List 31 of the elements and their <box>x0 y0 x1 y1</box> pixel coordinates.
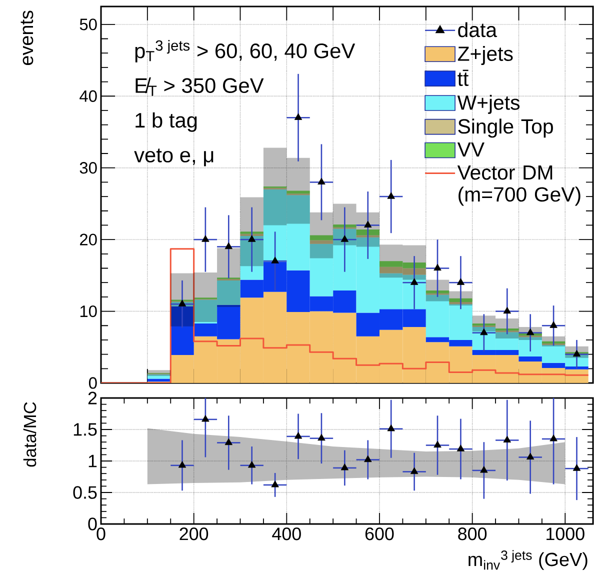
legend-label: W+jets <box>457 94 520 114</box>
x-tick-label: 0 <box>96 528 106 540</box>
annotation: veto e, μ <box>134 148 214 166</box>
legend-label: tt̄ <box>458 70 469 86</box>
x-tick-label: 600 <box>365 528 394 540</box>
y-tick-label: 30 <box>80 162 97 174</box>
y-tick-label: 20 <box>80 234 97 246</box>
annotation: 1 b tag <box>136 112 197 132</box>
y-tick-label: 10 <box>80 305 97 318</box>
y-tick-label: 40 <box>80 90 97 102</box>
x-tick-label: 200 <box>180 528 208 540</box>
y-tick-label: 2 <box>88 392 97 404</box>
legend-label: Z+jets <box>458 46 513 66</box>
legend-label: Single Top <box>458 118 553 138</box>
y-tick-label: 0.5 <box>73 486 97 499</box>
y-axis-title: data/MC <box>23 402 36 467</box>
legend-label: VV <box>457 142 484 156</box>
x-tick-label: 1000 <box>546 528 584 540</box>
x-tick-label: 400 <box>272 528 301 540</box>
x-tick-label: 800 <box>458 528 487 540</box>
x-axis-title: m$_{inv}$$^{3 jets}$ (GeV) <box>468 550 588 570</box>
y-tick-label: 0 <box>88 377 97 389</box>
y-tick-label: 0 <box>88 518 97 530</box>
annotation: p$_{T}$$^{3 jets}$ > 60, 60, 40 GeV <box>135 40 356 62</box>
legend-label: data <box>458 22 498 38</box>
y-tick-label: 1.5 <box>74 423 97 436</box>
y-tick-label: 1 <box>88 454 97 468</box>
legend-label: Vector DM (m=700 GeV) <box>457 165 580 206</box>
y-tick-label: 50 <box>80 18 97 30</box>
annotation: E̸$_{T}$ > 350 GeV <box>136 77 264 96</box>
y-axis-title: events <box>20 10 34 65</box>
